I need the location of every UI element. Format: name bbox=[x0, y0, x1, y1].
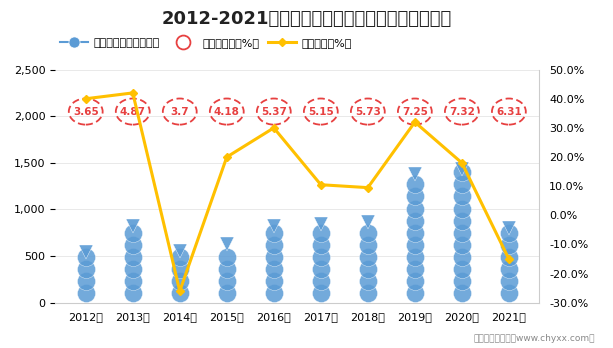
Text: 5.37: 5.37 bbox=[261, 106, 287, 117]
Text: 5.15: 5.15 bbox=[308, 106, 333, 117]
Text: 4.18: 4.18 bbox=[214, 106, 240, 117]
Legend: 实际到位资金（亿元）, 占全国比重（%）, 同比增幅（%）: 实际到位资金（亿元）, 占全国比重（%）, 同比增幅（%） bbox=[56, 33, 356, 52]
Text: 3.7: 3.7 bbox=[170, 106, 189, 117]
Text: 6.31: 6.31 bbox=[496, 106, 522, 117]
Text: 7.32: 7.32 bbox=[449, 106, 475, 117]
Text: 7.25: 7.25 bbox=[402, 106, 428, 117]
Text: 3.65: 3.65 bbox=[73, 106, 99, 117]
Text: 4.87: 4.87 bbox=[120, 106, 146, 117]
Text: 2012-2021年四川省市政设施实际到位资金统计图: 2012-2021年四川省市政设施实际到位资金统计图 bbox=[161, 10, 452, 29]
Text: 制图：智研咨询（www.chyxx.com）: 制图：智研咨询（www.chyxx.com） bbox=[473, 334, 595, 343]
Text: 5.73: 5.73 bbox=[355, 106, 381, 117]
